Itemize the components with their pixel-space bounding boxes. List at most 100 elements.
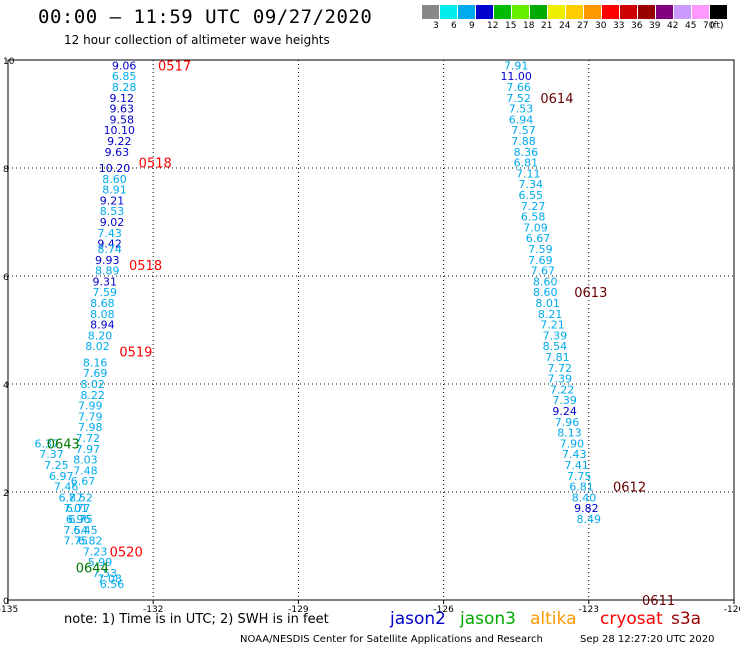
wave-height-value: 6.67: [71, 475, 96, 488]
wave-height-value: 9.24: [552, 405, 577, 418]
wave-height-value: 7.96: [555, 416, 580, 429]
wave-height-value: 7.39: [548, 373, 573, 386]
wave-height-value: 9.02: [100, 216, 125, 229]
x-tick-label: -123: [579, 605, 599, 615]
y-tick-label: 2: [3, 489, 9, 499]
wave-height-value: 7.88: [511, 135, 536, 148]
wave-height-value: 6.87: [59, 491, 84, 504]
wave-height-value: 8.20: [88, 329, 113, 342]
y-tick-label: 10: [3, 57, 15, 67]
wave-height-value: 7.22: [550, 383, 575, 396]
legend-swatch: [530, 5, 547, 19]
legend-label: 70: [703, 21, 715, 31]
wave-height-value: 6.56: [100, 578, 125, 591]
legend-label: 33: [613, 21, 625, 31]
wave-height-value: 7.53: [93, 567, 118, 580]
legend-label: 27: [577, 21, 589, 31]
y-tick-label: 8: [3, 165, 9, 175]
credit-line: NOAA/NESDIS Center for Satellite Applica…: [240, 634, 543, 645]
wave-height-value: 7.59: [93, 286, 118, 299]
wave-height-value: 7.25: [44, 459, 69, 472]
wave-height-value: 7.39: [552, 394, 577, 407]
wave-height-value: 7.75: [567, 470, 592, 483]
wave-height-value: 8.74: [97, 243, 122, 256]
legend-swatch: [674, 5, 691, 19]
pass-label: 0612: [613, 481, 646, 496]
wave-height-value: 7.54: [64, 524, 89, 537]
wave-height-value: 7.01: [64, 502, 89, 515]
legend-label: 36: [631, 21, 643, 31]
wave-height-value: 6.96: [66, 513, 91, 526]
wave-height-value: 9.21: [100, 194, 125, 207]
legend-swatch: [656, 5, 673, 19]
wave-height-value: 6.37: [34, 437, 59, 450]
wave-height-value: 7.66: [506, 81, 531, 94]
legend-label: 42: [667, 21, 679, 31]
x-tick-label: -132: [143, 605, 163, 615]
footnote: note: 1) Time is in UTC; 2) SWH is in fe…: [64, 612, 329, 627]
legend-swatch: [620, 5, 637, 19]
legend-swatch: [494, 5, 511, 19]
wave-height-value: 7.41: [564, 459, 589, 472]
wave-height-value: 7.09: [523, 221, 548, 234]
legend-swatch: [584, 5, 601, 19]
wave-height-value: 7.69: [528, 254, 553, 267]
wave-height-value: 7.43: [97, 227, 122, 240]
wave-height-value: 7.69: [83, 367, 108, 380]
wave-height-value: 8.60: [533, 286, 558, 299]
legend-label: 24: [559, 21, 571, 31]
legend-swatch: [566, 5, 583, 19]
generated-timestamp: Sep 28 12:27:20 UTC 2020: [580, 634, 715, 645]
wave-height-value: 6.81: [569, 481, 594, 494]
wave-height-value: 6.82: [78, 535, 103, 548]
wave-height-value: 8.40: [572, 491, 597, 504]
legend-label: 18: [523, 21, 535, 31]
wave-height-value: 8.08: [90, 308, 115, 321]
wave-height-value: 8.60: [102, 173, 127, 186]
wave-height-value: 8.02: [85, 340, 110, 353]
legend-swatch: [512, 5, 529, 19]
wave-height-value: 6.58: [521, 211, 546, 224]
legend-label: 45: [685, 21, 697, 31]
wave-height-value: 7.90: [560, 437, 585, 450]
page-title: 00:00 – 11:59 UTC 09/27/2020: [38, 6, 373, 28]
wave-height-value: 9.31: [93, 275, 118, 288]
wave-height-value: 8.22: [80, 389, 105, 402]
wave-height-value: 7.11: [516, 167, 541, 180]
wave-height-value: 9.93: [95, 254, 120, 267]
wave-height-value: 7.21: [540, 319, 565, 332]
wave-height-value: 8.60: [533, 275, 558, 288]
legend-swatch: [440, 5, 457, 19]
wave-height-value: 7.75: [64, 535, 89, 548]
wave-height-value: 6.75: [68, 513, 93, 526]
wave-height-value: 7.23: [83, 545, 108, 558]
pass-label: 0614: [540, 92, 573, 107]
wave-height-value: 6.67: [526, 232, 551, 245]
wave-height-value: 9.06: [112, 59, 137, 72]
y-tick-label: 0: [3, 597, 9, 607]
wave-height-value: 8.49: [577, 513, 602, 526]
satellite-name-s3a: s3a: [671, 609, 702, 629]
legend-label: 30: [595, 21, 607, 31]
wave-height-value: 9.58: [109, 113, 134, 126]
wave-height-value: 8.03: [73, 454, 98, 467]
wave-height-value: 8.36: [514, 146, 539, 159]
wave-height-value: 8.91: [102, 184, 127, 197]
x-tick-label: -129: [288, 605, 309, 615]
pass-label: 0519: [119, 346, 152, 361]
wave-height-value: 8.02: [80, 378, 105, 391]
wave-height-value: 8.28: [112, 81, 137, 94]
wave-height-value: 8.94: [90, 319, 115, 332]
wave-height-value: 7.48: [73, 464, 98, 477]
legend-swatch: [692, 5, 709, 19]
wave-height-value: 5.99: [88, 556, 113, 569]
legend-label: 6: [451, 21, 457, 31]
wave-height-value: 7.57: [511, 124, 536, 137]
y-tick-label: 6: [3, 273, 9, 283]
legend-label: 9: [469, 21, 475, 31]
page-subtitle: 12 hour collection of altimeter wave hei…: [64, 33, 330, 47]
wave-height-value: 7.34: [518, 178, 543, 191]
legend-swatch: [458, 5, 475, 19]
pass-label: 0611: [642, 594, 675, 609]
